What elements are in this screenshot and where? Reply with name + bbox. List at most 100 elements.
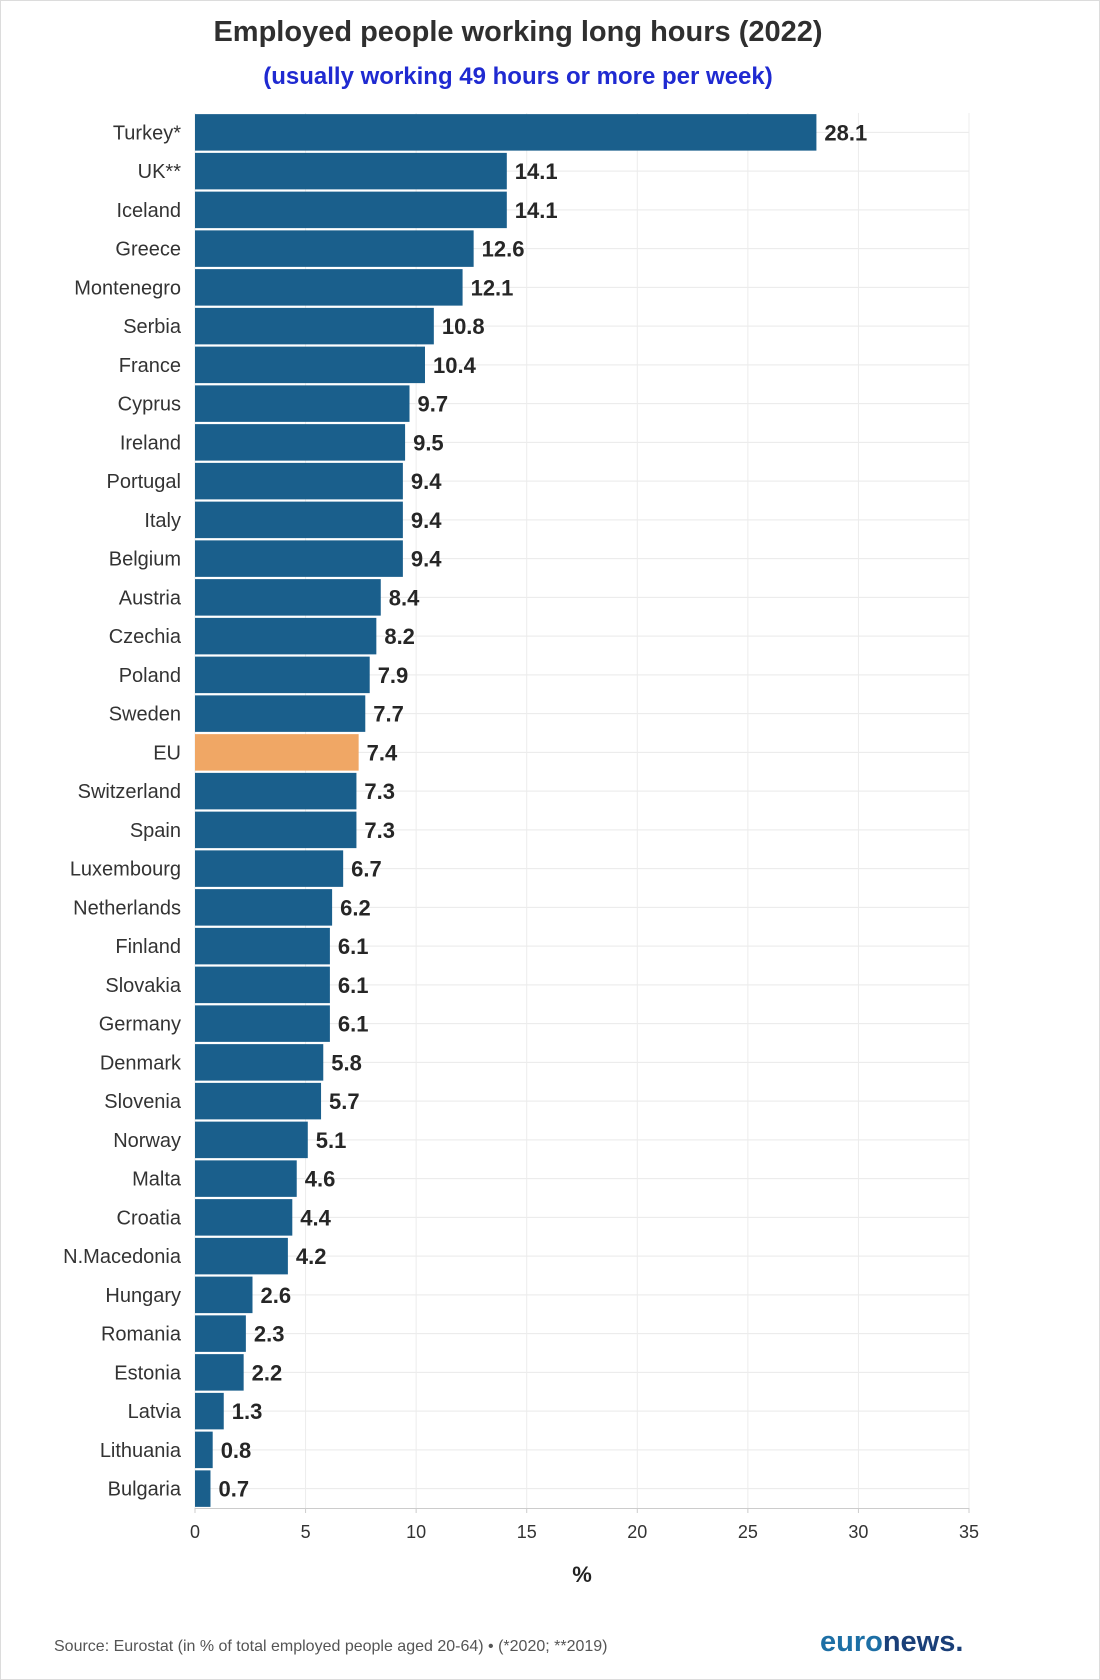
- category-labels: Turkey* UK** Iceland Greece Montenegro Serbia…: [63, 122, 182, 1500]
- x-tick-label: 10: [406, 1522, 426, 1542]
- bar[interactable]: [195, 1237, 288, 1275]
- category-label: Montenegro: [74, 277, 181, 299]
- value-label: 9.7: [418, 392, 449, 417]
- bar[interactable]: [195, 1199, 293, 1236]
- category-label: Turkey*: [113, 122, 181, 144]
- category-label: Denmark: [100, 1052, 182, 1074]
- bar[interactable]: [195, 811, 357, 849]
- value-label: 14.1: [515, 198, 558, 223]
- category-label: Czechia: [109, 626, 182, 648]
- logo-part-news: news: [883, 1626, 956, 1658]
- bar[interactable]: [195, 1121, 308, 1159]
- value-label: 9.5: [413, 430, 444, 455]
- value-label: 6.7: [351, 857, 382, 882]
- bar[interactable]: [195, 1044, 324, 1081]
- bar[interactable]: [195, 656, 370, 694]
- bar[interactable]: [195, 114, 817, 151]
- category-label: Iceland: [117, 200, 182, 222]
- bar[interactable]: [195, 1392, 224, 1430]
- chart-subtitle: (usually working 49 hours or more per we…: [263, 63, 772, 90]
- category-label: Luxembourg: [70, 859, 181, 881]
- bar[interactable]: [195, 385, 410, 422]
- bar[interactable]: [195, 1276, 253, 1314]
- value-label: 7.9: [378, 663, 409, 688]
- bar[interactable]: [195, 734, 359, 771]
- value-label: 4.4: [300, 1205, 331, 1230]
- x-tick-label: 25: [738, 1522, 758, 1542]
- bar[interactable]: [195, 1160, 297, 1197]
- value-label: 0.8: [221, 1438, 252, 1463]
- euronews-logo[interactable]: euronews.: [820, 1626, 963, 1658]
- value-label: 2.3: [254, 1322, 285, 1347]
- value-labels: 28.1 14.1 14.1 12.6 12.1 10.8 10.4 9.7 9.5 9.4 9.4…: [218, 120, 867, 1501]
- bar[interactable]: [195, 1354, 244, 1391]
- category-label: Netherlands: [73, 897, 181, 919]
- category-label: France: [119, 355, 181, 377]
- source-note: Source: Eurostat (in % of total employed…: [54, 1638, 608, 1655]
- category-label: UK**: [138, 161, 182, 183]
- value-label: 6.1: [338, 1012, 369, 1037]
- category-label: Slovakia: [105, 975, 181, 997]
- value-label: 6.1: [338, 934, 369, 959]
- bar[interactable]: [195, 269, 463, 306]
- bar[interactable]: [195, 346, 425, 384]
- category-label: Ireland: [120, 432, 181, 454]
- bar[interactable]: [195, 850, 344, 887]
- category-label: Serbia: [123, 316, 182, 338]
- bar[interactable]: [195, 966, 330, 1004]
- value-label: 10.8: [442, 314, 485, 339]
- category-label: Poland: [119, 665, 181, 687]
- logo-part-euro: euro: [820, 1626, 883, 1658]
- bar[interactable]: [195, 462, 403, 500]
- bar[interactable]: [195, 927, 330, 965]
- x-tick-label: 15: [517, 1522, 537, 1542]
- category-label: Sweden: [109, 704, 181, 726]
- bar[interactable]: [195, 889, 333, 926]
- value-label: 9.4: [411, 547, 442, 572]
- bar[interactable]: [195, 230, 474, 267]
- value-label: 28.1: [824, 120, 867, 145]
- category-label: Malta: [132, 1169, 182, 1191]
- x-tick-label: 30: [848, 1522, 868, 1542]
- value-label: 6.2: [340, 895, 371, 920]
- x-tick-label: 5: [301, 1522, 311, 1542]
- bar[interactable]: [195, 1005, 330, 1042]
- value-label: 7.3: [364, 779, 395, 804]
- value-label: 8.4: [389, 585, 420, 610]
- bar[interactable]: [195, 579, 381, 616]
- bar[interactable]: [195, 424, 406, 461]
- category-label: Cyprus: [118, 394, 181, 416]
- value-label: 1.3: [232, 1399, 263, 1424]
- bar[interactable]: [195, 772, 357, 810]
- value-label: 7.4: [367, 740, 398, 765]
- value-label: 6.1: [338, 973, 369, 998]
- value-label: 12.1: [471, 275, 514, 300]
- category-label: Norway: [113, 1130, 181, 1152]
- category-label: Hungary: [105, 1285, 181, 1307]
- bar[interactable]: [195, 1431, 213, 1469]
- value-label: 9.4: [411, 469, 442, 494]
- bar[interactable]: [195, 191, 507, 229]
- x-axis: 0 5 10 15 20 25 30 35: [190, 1508, 979, 1542]
- category-label: Croatia: [117, 1207, 182, 1229]
- bar[interactable]: [195, 1082, 322, 1120]
- bar[interactable]: [195, 501, 403, 539]
- bar[interactable]: [195, 540, 403, 577]
- x-tick-label: 35: [959, 1522, 979, 1542]
- bar[interactable]: [195, 695, 366, 732]
- bar[interactable]: [195, 1470, 211, 1507]
- bar-series: [195, 114, 817, 1507]
- x-tick-label: 20: [627, 1522, 647, 1542]
- category-label: EU: [153, 742, 181, 764]
- x-tick-label: 0: [190, 1522, 200, 1542]
- category-label: Italy: [144, 510, 181, 532]
- bar[interactable]: [195, 617, 377, 655]
- bar[interactable]: [195, 307, 434, 345]
- category-label: Estonia: [114, 1362, 182, 1384]
- bar[interactable]: [195, 1315, 246, 1352]
- category-label: N.Macedonia: [63, 1246, 182, 1268]
- bar[interactable]: [195, 152, 507, 190]
- value-label: 4.6: [305, 1167, 336, 1192]
